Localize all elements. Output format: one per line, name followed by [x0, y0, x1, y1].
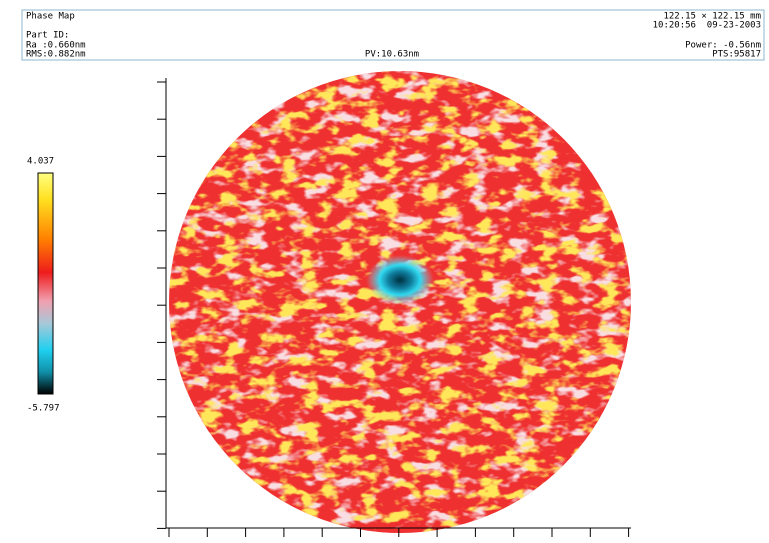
title: Phase Map [26, 12, 75, 22]
phase-map [169, 71, 631, 533]
phase-map-window: Phase Map Part ID: Ra :0.660nm RMS:0.882… [0, 0, 769, 543]
rms: RMS:0.882nm [26, 50, 86, 60]
timestamp: 10:20:56 09-23-2003 [653, 21, 761, 31]
pts: PTS:95817 [712, 50, 761, 60]
scale-max: 4.037 [27, 157, 54, 167]
color-bar [38, 173, 53, 394]
part-id: Part ID: [26, 31, 69, 41]
page: Phase Map Part ID: Ra :0.660nm RMS:0.882… [0, 0, 769, 543]
scale-min: -5.797 [27, 404, 60, 414]
pv: PV:10.63nm [365, 50, 419, 60]
